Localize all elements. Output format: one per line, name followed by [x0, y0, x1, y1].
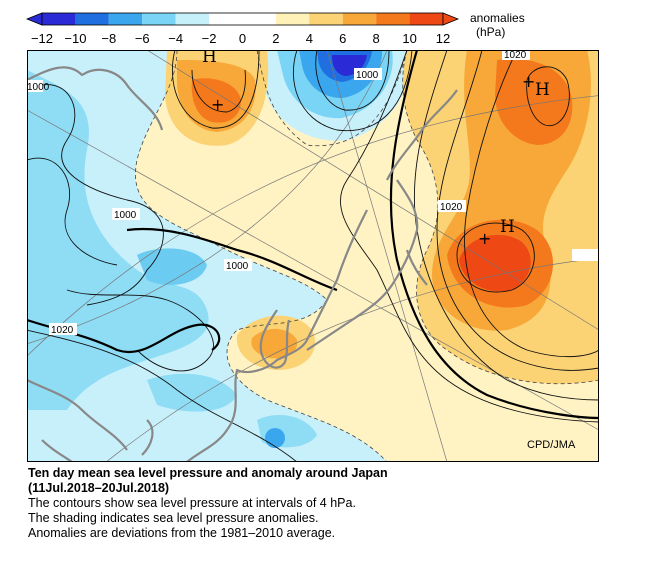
caption-title: Ten day mean sea level pressure and anom…: [28, 466, 388, 480]
caption-shading-note: The shading indicates sea level pressure…: [28, 511, 319, 525]
colorbar-swatches: [41, 12, 444, 26]
colorbar-swatch: [142, 13, 176, 25]
colorbar-swatch: [42, 13, 76, 25]
colorbar-tick-label: 6: [339, 31, 346, 46]
colorbar-tick-label: −2: [202, 31, 217, 46]
legend-title: anomalies: [470, 11, 525, 25]
isobar-label: 1020: [504, 50, 527, 61]
colorbar-tick-label: 0: [239, 31, 246, 46]
caption-baseline-note: Anomalies are deviations from the 1981–2…: [28, 526, 336, 540]
colorbar-tick-label: 10: [402, 31, 416, 46]
colorbar-swatch: [242, 13, 276, 25]
high-center-cross: +: [522, 72, 535, 91]
colorbar-swatch: [342, 13, 377, 25]
colorbar-swatch: [409, 13, 443, 25]
colorbar-tick-label: −6: [135, 31, 150, 46]
high-center-cross: +: [478, 229, 491, 248]
high-center-cross: +: [211, 95, 224, 114]
colorbar-left-arrow: [25, 12, 43, 26]
colorbar-tick-label: 4: [306, 31, 313, 46]
credit-label: CPD/JMA: [527, 439, 576, 451]
isobar-label: 1020: [440, 202, 463, 213]
zero-anomaly-contours: [135, 50, 599, 462]
high-marker: H: [202, 50, 217, 67]
colorbar-tick-label: −4: [168, 31, 183, 46]
graticule: [27, 50, 599, 462]
anomaly-colorbar: −12 −10 −8 −6 −4 −2 0 2 4 6 8 10 12: [25, 12, 460, 46]
colorbar-swatch: [108, 13, 143, 25]
colorbar-swatch: [376, 13, 410, 25]
isobar-label: 1000: [114, 210, 137, 221]
colorbar-swatch: [209, 13, 243, 25]
legend-unit: (hPa): [476, 25, 506, 39]
colorbar-swatch: [309, 13, 343, 25]
coastlines: [27, 66, 458, 462]
high-marker: H: [535, 80, 550, 100]
isobar-label: 1000: [27, 82, 50, 93]
colorbar-tick-label: −12: [31, 31, 53, 46]
colorbar-tick-label: −8: [101, 31, 116, 46]
pressure-anomaly-map: H + H + H + 1000 1000 1000 1000 1020 102…: [27, 50, 599, 462]
caption: Ten day mean sea level pressure and anom…: [28, 466, 628, 541]
colorbar-swatch: [75, 13, 109, 25]
caption-period: (11Jul.2018–20Jul.2018): [28, 481, 170, 495]
colorbar-tick-label: 2: [272, 31, 279, 46]
colorbar-swatch: [175, 13, 210, 25]
colorbar-swatch: [275, 13, 310, 25]
colorbar-tick-label: −10: [64, 31, 86, 46]
colorbar-tick-label: 12: [436, 31, 450, 46]
isobar-labels: 1000 1000 1000 1000 1020 1020 1020: [27, 50, 599, 336]
caption-contours-note: The contours show sea level pressure at …: [28, 496, 356, 510]
high-pressure-markers: H + H + H +: [202, 50, 550, 248]
map-frame: [27, 50, 599, 462]
colorbar-tick-label: 8: [373, 31, 380, 46]
isobar-label: 1000: [226, 261, 249, 272]
colorbar-tick-labels: −12 −10 −8 −6 −4 −2 0 2 4 6 8 10 12: [31, 31, 450, 46]
isobar-label: 1000: [356, 70, 379, 81]
high-marker: H: [500, 217, 515, 237]
isobar-label: 1020: [51, 325, 74, 336]
colorbar-right-arrow: [442, 12, 460, 26]
isobars: [27, 50, 599, 462]
